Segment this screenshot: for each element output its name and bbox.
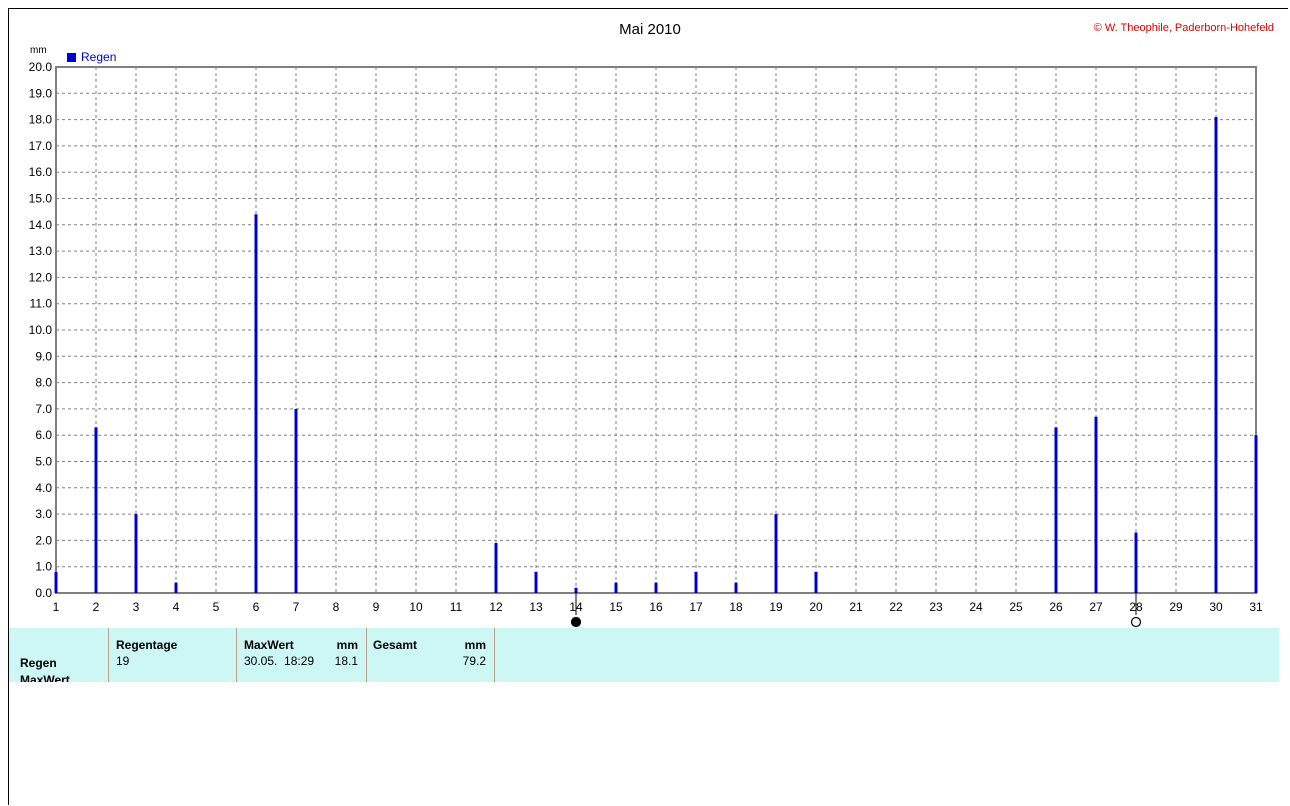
maxwert-date: 30.05. 18:29 [244,654,315,668]
y-tick-label: 20.0 [29,60,53,74]
y-tick-label: 4.0 [35,481,52,495]
bar-regen [134,514,138,593]
x-tick-label: 4 [173,600,180,614]
x-tick-label: 29 [1169,600,1183,614]
bar-regen [1094,416,1098,593]
bar-regen [774,514,778,593]
x-tick-label: 27 [1089,600,1103,614]
y-axis-unit: mm [30,45,47,56]
legend-label: Regen [81,50,117,64]
x-tick-label: 15 [609,600,623,614]
x-tick-label: 22 [889,600,903,614]
bar-regen [494,543,498,593]
stats-row-label-2: MaxWert [20,673,70,682]
stats-maxwert-cell: MaxWert mm 30.05. 18:29 18.1 [237,628,367,682]
bar-regen [1254,435,1258,593]
bar-regen [54,571,58,593]
x-tick-label: 10 [409,600,423,614]
x-tick-label: 21 [849,600,863,614]
maxwert-value: 18.1 [334,654,358,668]
x-tick-label: 18 [729,600,743,614]
y-tick-label: 11.0 [30,297,53,311]
x-tick-label: 6 [253,600,260,614]
bar-regen [814,571,818,593]
x-tick-label: 7 [293,600,300,614]
x-tick-label: 16 [649,600,663,614]
bar-regen [534,571,538,593]
x-tick-label: 25 [1009,600,1023,614]
bar-regen [1054,427,1058,593]
stats-row-label: Regen [20,656,57,670]
y-tick-label: 15.0 [29,192,53,206]
maxwert-header: MaxWert [244,638,294,652]
bar-regen [734,582,738,593]
y-tick-label: 14.0 [29,218,53,232]
y-tick-label: 8.0 [35,376,52,390]
y-tick-label: 9.0 [35,349,52,363]
bar-regen [294,408,298,593]
bar-regen [1214,116,1218,593]
x-tick-label: 11 [450,600,463,614]
y-tick-label: 10.0 [29,323,53,337]
legend-swatch [67,52,76,62]
y-tick-label: 19.0 [29,86,53,100]
gesamt-header: Gesamt [373,638,418,652]
y-tick-label: 16.0 [29,165,53,179]
x-tick-label: 19 [769,600,783,614]
chart-title: Mai 2010 [619,21,681,38]
bar-regen [614,582,618,593]
regentage-header: Regentage [116,638,178,652]
stats-table: Regen MaxWert Regentage 19 MaxWert mm 30… [9,628,1279,682]
x-tick-label: 13 [529,600,543,614]
gesamt-unit: mm [464,638,486,652]
full-moon-icon [1130,616,1142,628]
x-tick-label: 26 [1049,600,1063,614]
x-tick-label: 23 [929,600,943,614]
bar-regen [1134,532,1138,593]
x-tick-label: 17 [689,600,703,614]
x-tick-label: 31 [1249,600,1263,614]
regentage-value: 19 [116,654,130,668]
legend: Regen [67,50,116,64]
copyright-credit: © W. Theophile, Paderborn-Hohefeld [1093,22,1274,34]
stats-gesamt-cell: Gesamt mm 79.2 [367,628,495,682]
x-tick-label: 2 [93,600,100,614]
x-tick-label: 20 [809,600,823,614]
y-tick-label: 3.0 [35,507,52,521]
chart-frame [8,8,1288,805]
y-tick-label: 5.0 [35,455,52,469]
y-tick-label: 0.0 [35,586,52,600]
bar-regen [254,214,258,593]
x-tick-label: 5 [213,600,220,614]
y-tick-label: 17.0 [29,139,53,153]
stats-label-column [9,628,109,682]
y-tick-label: 13.0 [29,244,53,258]
x-tick-label: 9 [373,600,380,614]
x-tick-label: 3 [133,600,140,614]
y-tick-label: 7.0 [35,402,52,416]
x-tick-label: 24 [969,600,983,614]
y-tick-label: 6.0 [35,428,52,442]
x-tick-label: 12 [489,600,503,614]
bar-regen [694,571,698,593]
bar-regen [174,582,178,593]
gesamt-value: 79.2 [462,654,486,668]
stats-regentage-cell: Regentage 19 [109,628,237,682]
new-moon-icon [570,616,582,628]
x-tick-label: 1 [53,600,60,614]
y-tick-label: 2.0 [35,533,52,547]
y-tick-label: 1.0 [35,560,52,574]
y-tick-label: 12.0 [29,270,53,284]
x-tick-label: 30 [1209,600,1223,614]
maxwert-unit: mm [336,638,358,652]
bar-regen [574,587,578,593]
x-tick-label: 8 [333,600,340,614]
bar-regen [654,582,658,593]
y-tick-label: 18.0 [29,113,53,127]
bar-regen [94,427,98,593]
